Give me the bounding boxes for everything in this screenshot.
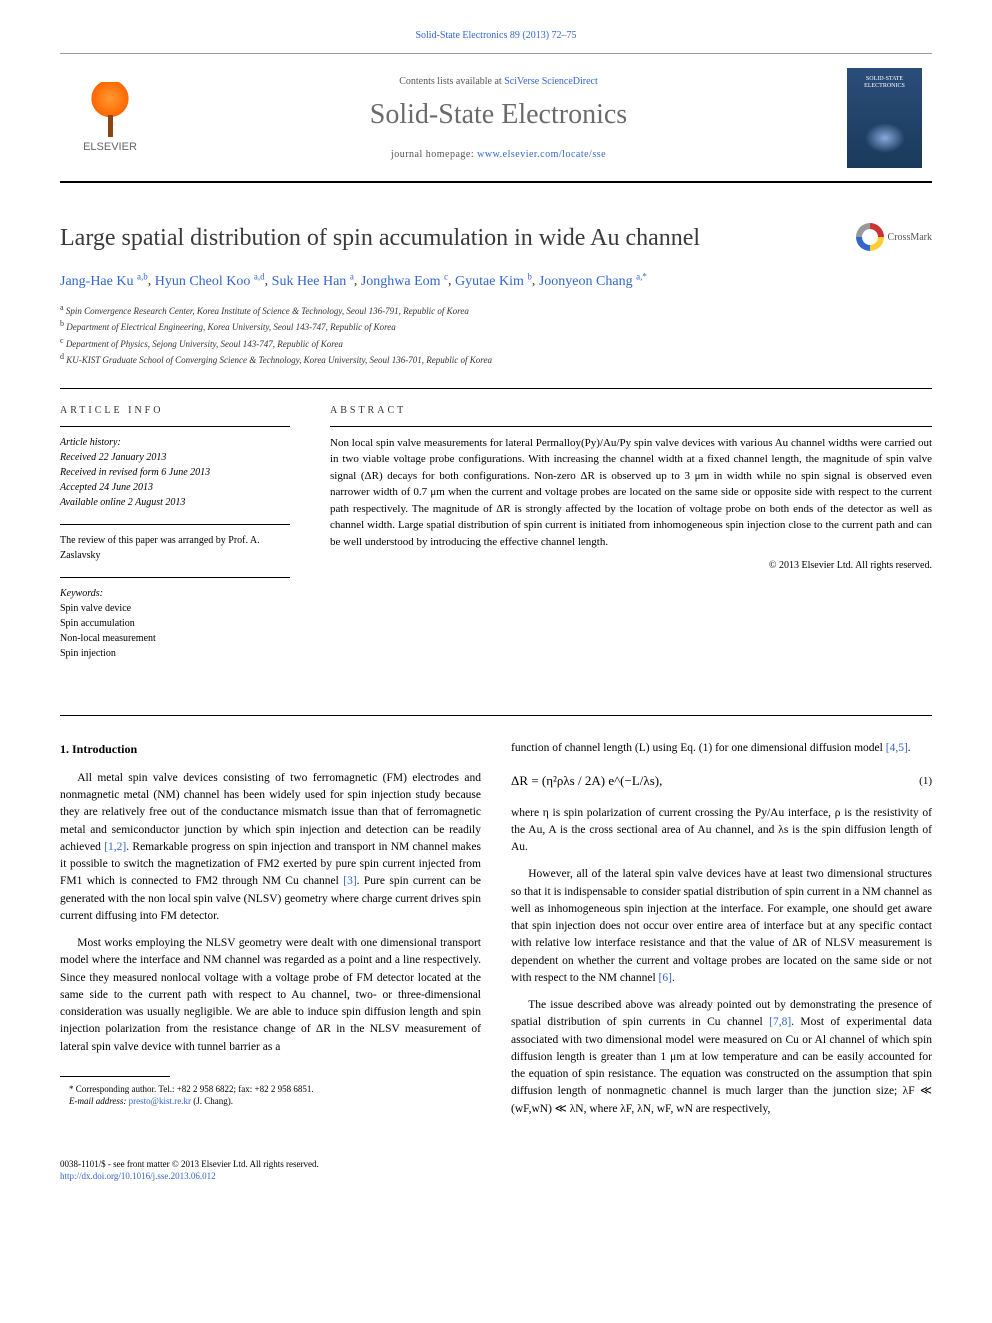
history-line: Received 22 January 2013 xyxy=(60,450,290,465)
email-name: (J. Chang). xyxy=(193,1096,233,1106)
contents-pre: Contents lists available at xyxy=(399,76,504,87)
affiliation-line: d KU-KIST Graduate School of Converging … xyxy=(60,351,932,368)
header-center: Contents lists available at SciVerse Sci… xyxy=(150,76,847,160)
contents-available-line: Contents lists available at SciVerse Sci… xyxy=(150,76,847,87)
corresponding-email-link[interactable]: presto@kist.re.kr xyxy=(129,1096,191,1106)
email-label: E-mail address: xyxy=(69,1096,126,1106)
divider xyxy=(60,388,932,389)
elsevier-logo: ELSEVIER xyxy=(70,73,150,163)
journal-cover-thumbnail: SOLID-STATE ELECTRONICS xyxy=(847,68,922,168)
journal-header: ELSEVIER Contents lists available at Sci… xyxy=(60,53,932,183)
keyword: Spin valve device xyxy=(60,601,290,616)
page-footer: 0038-1101/$ - see front matter © 2013 El… xyxy=(60,1158,932,1183)
journal-homepage-line: journal homepage: www.elsevier.com/locat… xyxy=(150,149,847,160)
elsevier-label: ELSEVIER xyxy=(83,141,137,153)
journal-ref-link[interactable]: Solid-State Electronics 89 (2013) 72–75 xyxy=(415,30,576,41)
author-link[interactable]: Jonghwa Eom c xyxy=(361,274,448,289)
journal-name: Solid-State Electronics xyxy=(150,99,847,131)
history-line: Available online 2 August 2013 xyxy=(60,495,290,510)
title-row: Large spatial distribution of spin accum… xyxy=(60,223,932,254)
citation-link[interactable]: [7,8] xyxy=(769,1016,791,1028)
abstract-column: ABSTRACT Non local spin valve measuremen… xyxy=(330,405,932,675)
keyword: Spin accumulation xyxy=(60,616,290,631)
section-heading: 1. Introduction xyxy=(60,740,481,758)
body-paragraph: However, all of the lateral spin valve d… xyxy=(511,866,932,987)
equation-1: ΔR = (η²ρλs / 2A) e^(−L/λs), (1) xyxy=(511,771,932,791)
homepage-pre: journal homepage: xyxy=(391,149,477,160)
abstract-text: Non local spin valve measurements for la… xyxy=(330,426,932,551)
citation-link[interactable]: [3] xyxy=(343,875,356,887)
article-info-heading: ARTICLE INFO xyxy=(60,405,290,416)
sciencedirect-link[interactable]: SciVerse ScienceDirect xyxy=(504,76,598,87)
affiliation-line: a Spin Convergence Research Center, Kore… xyxy=(60,302,932,319)
crossmark-icon xyxy=(856,223,884,251)
keywords-block: Keywords: Spin valve deviceSpin accumula… xyxy=(60,577,290,661)
abstract-heading: ABSTRACT xyxy=(330,405,932,416)
authors-line: Jang-Hae Ku a,b, Hyun Cheol Koo a,d, Suk… xyxy=(60,270,932,292)
citation-link[interactable]: [4,5] xyxy=(886,742,908,754)
body-columns: 1. Introduction All metal spin valve dev… xyxy=(60,715,932,1128)
body-paragraph: Most works employing the NLSV geometry w… xyxy=(60,935,481,1056)
abstract-copyright: © 2013 Elsevier Ltd. All rights reserved… xyxy=(330,560,932,571)
col2-intro-para: function of channel length (L) using Eq.… xyxy=(511,740,932,757)
author-link[interactable]: Suk Hee Han a xyxy=(272,274,354,289)
keywords-label: Keywords: xyxy=(60,586,290,601)
equation-expression: ΔR = (η²ρλs / 2A) e^(−L/λs), xyxy=(511,771,662,791)
citation-link[interactable]: [1,2] xyxy=(104,841,126,853)
equation-number: (1) xyxy=(919,773,932,790)
author-link[interactable]: Jang-Hae Ku a,b xyxy=(60,274,148,289)
body-paragraph: All metal spin valve devices consisting … xyxy=(60,770,481,925)
crossmark-label: CrossMark xyxy=(888,232,932,243)
footnote-separator xyxy=(60,1076,170,1077)
body-paragraph: where η is spin polarization of current … xyxy=(511,805,932,857)
keyword: Non-local measurement xyxy=(60,631,290,646)
journal-reference: Solid-State Electronics 89 (2013) 72–75 xyxy=(60,30,932,41)
affiliation-line: b Department of Electrical Engineering, … xyxy=(60,318,932,335)
author-link[interactable]: Joonyeon Chang a,* xyxy=(539,274,647,289)
doi-link[interactable]: http://dx.doi.org/10.1016/j.sse.2013.06.… xyxy=(60,1171,216,1181)
history-label: Article history: xyxy=(60,435,290,450)
cover-text: SOLID-STATE ELECTRONICS xyxy=(847,76,922,90)
body-paragraph: The issue described above was already po… xyxy=(511,997,932,1118)
body-column-right: function of channel length (L) using Eq.… xyxy=(511,740,932,1128)
corresponding-author-footnote: * Corresponding author. Tel.: +82 2 958 … xyxy=(60,1083,481,1096)
info-abstract-row: ARTICLE INFO Article history: Received 2… xyxy=(60,405,932,675)
affiliation-line: c Department of Physics, Sejong Universi… xyxy=(60,335,932,352)
article-title: Large spatial distribution of spin accum… xyxy=(60,223,856,254)
history-line: Received in revised form 6 June 2013 xyxy=(60,465,290,480)
article-info-column: ARTICLE INFO Article history: Received 2… xyxy=(60,405,290,675)
keyword: Spin injection xyxy=(60,646,290,661)
review-note: The review of this paper was arranged by… xyxy=(60,535,260,561)
citation-link[interactable]: [6] xyxy=(659,972,672,984)
elsevier-tree-icon xyxy=(85,82,135,137)
body-column-left: 1. Introduction All metal spin valve dev… xyxy=(60,740,481,1128)
crossmark-badge[interactable]: CrossMark xyxy=(856,223,932,251)
issn-line: 0038-1101/$ - see front matter © 2013 El… xyxy=(60,1158,932,1171)
author-link[interactable]: Gyutae Kim b xyxy=(455,274,532,289)
author-link[interactable]: Hyun Cheol Koo a,d xyxy=(155,274,265,289)
review-note-block: The review of this paper was arranged by… xyxy=(60,524,290,563)
history-line: Accepted 24 June 2013 xyxy=(60,480,290,495)
article-history-block: Article history: Received 22 January 201… xyxy=(60,426,290,510)
email-footnote: E-mail address: presto@kist.re.kr (J. Ch… xyxy=(60,1095,481,1108)
journal-homepage-link[interactable]: www.elsevier.com/locate/sse xyxy=(477,149,606,160)
affiliations: a Spin Convergence Research Center, Kore… xyxy=(60,302,932,368)
